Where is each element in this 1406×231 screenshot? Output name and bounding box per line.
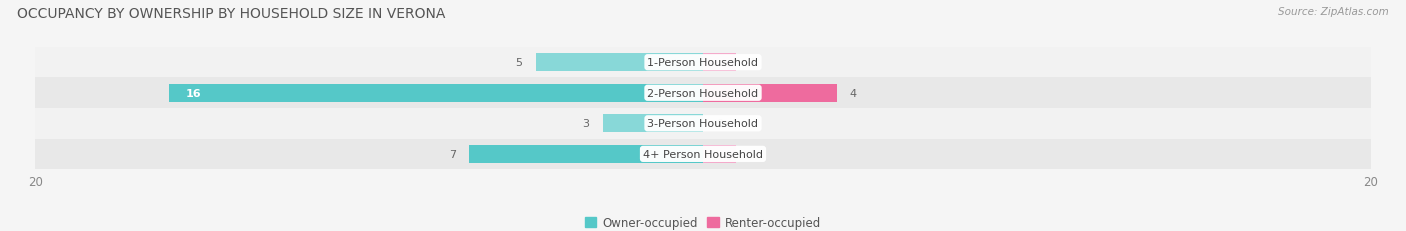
Text: 1: 1 [749,58,756,68]
Text: 3-Person Household: 3-Person Household [648,119,758,129]
Text: 1-Person Household: 1-Person Household [648,58,758,68]
Bar [703,145,737,163]
Bar [703,84,837,103]
Text: Source: ZipAtlas.com: Source: ZipAtlas.com [1278,7,1389,17]
Text: 5: 5 [516,58,523,68]
Bar [603,115,703,133]
Text: 0: 0 [716,119,723,129]
Bar [35,139,1371,169]
Text: 1: 1 [749,149,756,159]
Bar [470,145,703,163]
Bar [35,78,1371,109]
Bar [169,84,703,103]
Text: 2-Person Household: 2-Person Household [647,88,759,98]
Text: 16: 16 [186,88,201,98]
Text: OCCUPANCY BY OWNERSHIP BY HOUSEHOLD SIZE IN VERONA: OCCUPANCY BY OWNERSHIP BY HOUSEHOLD SIZE… [17,7,446,21]
Bar [35,48,1371,78]
Legend: Owner-occupied, Renter-occupied: Owner-occupied, Renter-occupied [579,211,827,231]
Bar [703,54,737,72]
Text: 4: 4 [849,88,858,98]
Text: 3: 3 [582,119,589,129]
Bar [35,109,1371,139]
Text: 7: 7 [449,149,456,159]
Text: 4+ Person Household: 4+ Person Household [643,149,763,159]
Bar [536,54,703,72]
